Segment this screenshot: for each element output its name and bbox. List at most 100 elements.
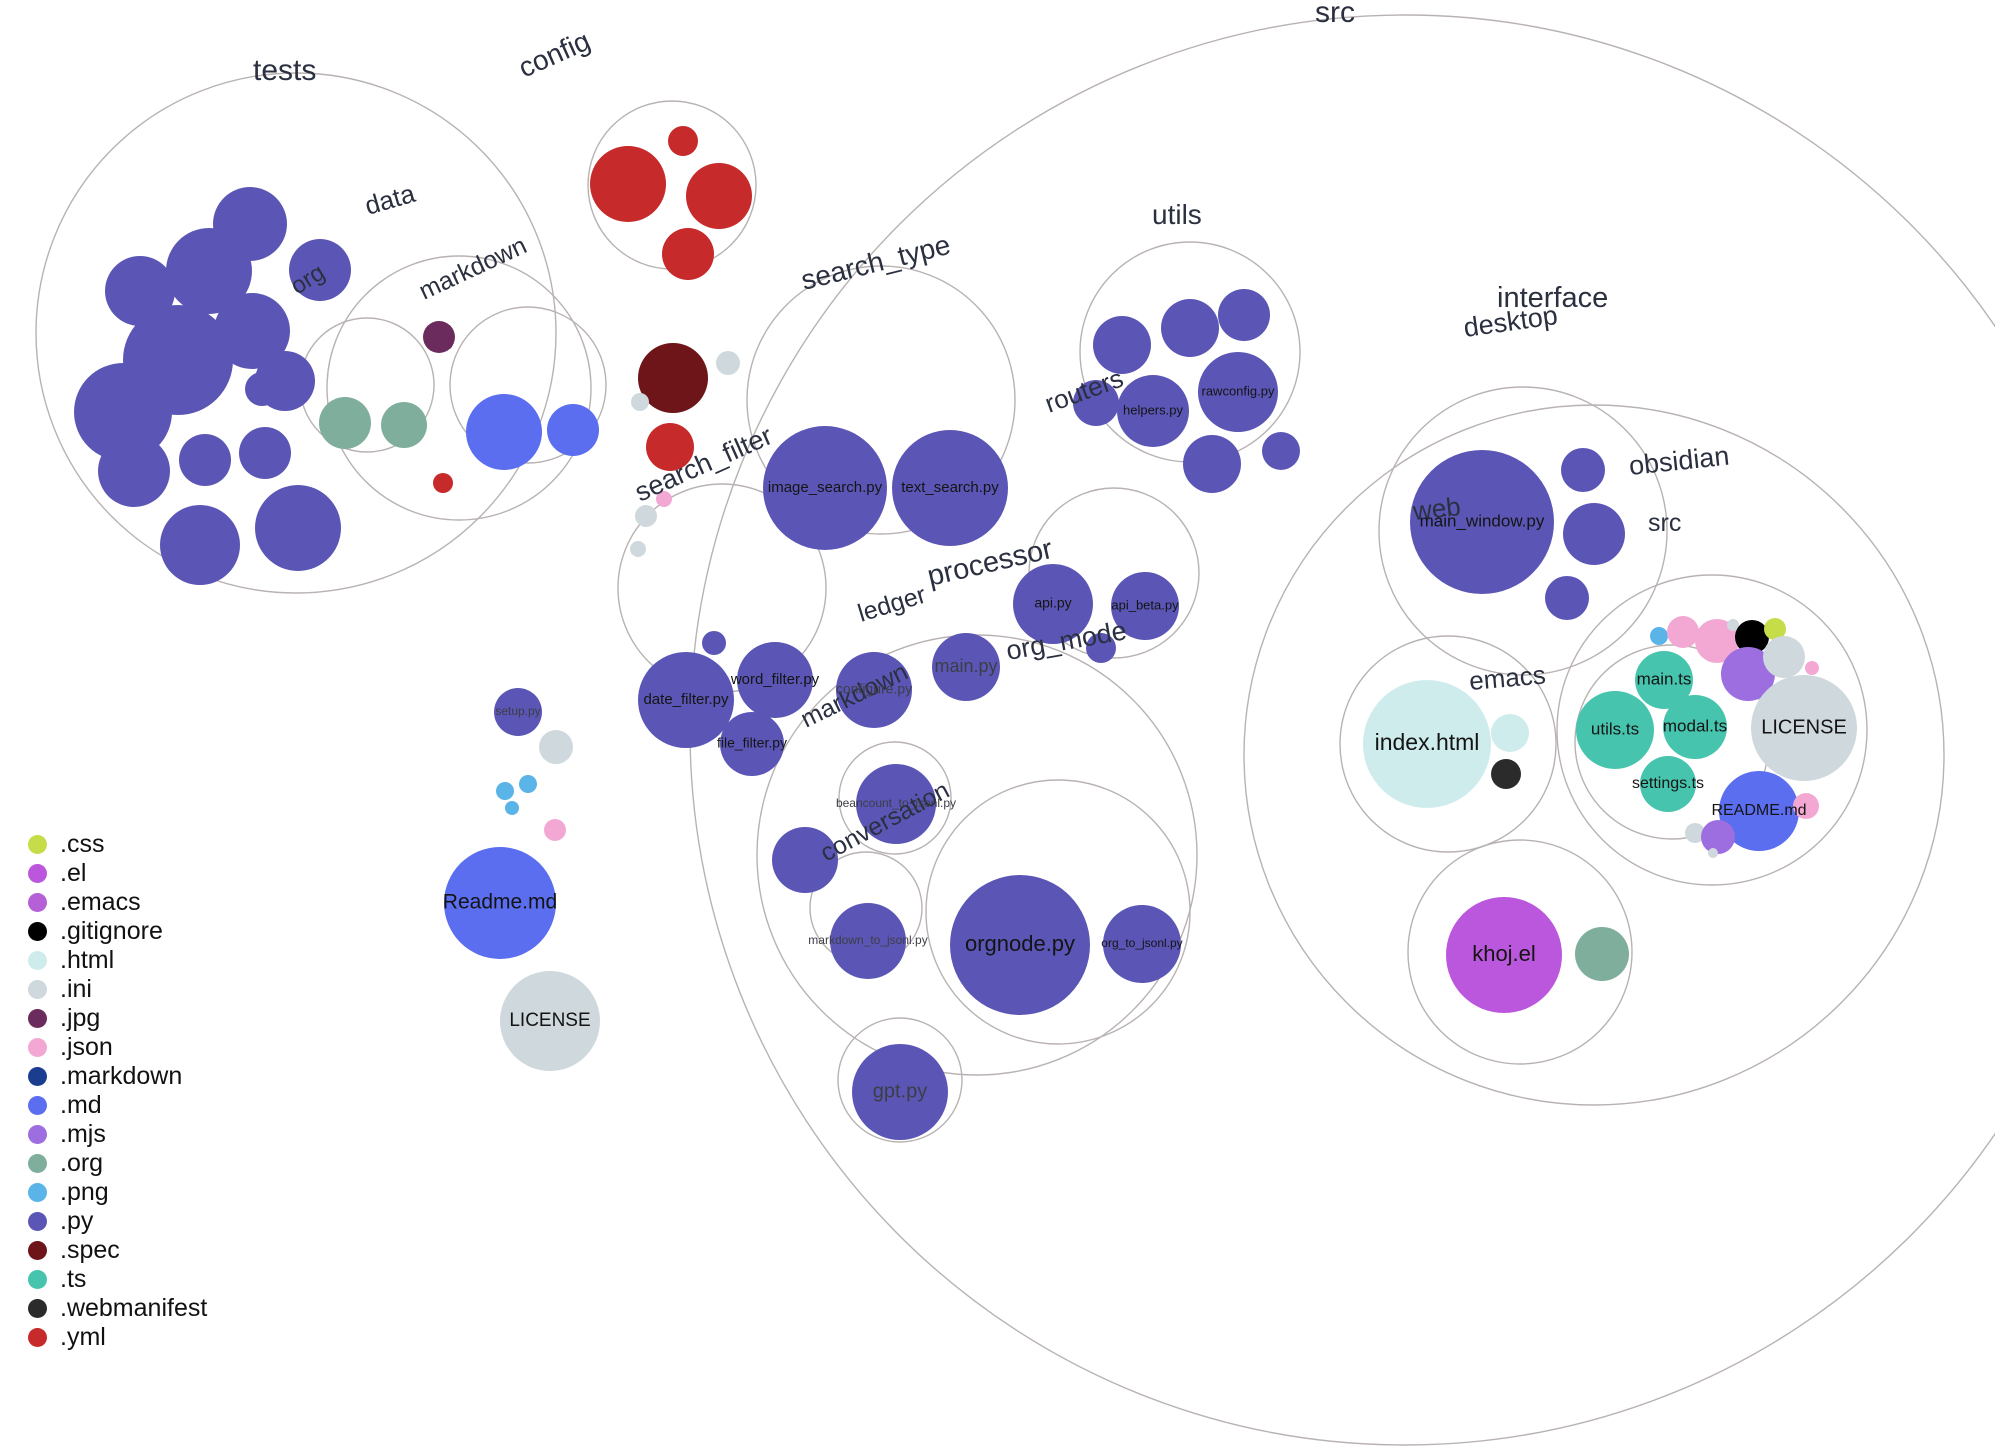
legend-row-mjs[interactable]: .mjs xyxy=(28,1120,207,1149)
group-circle-markdown[interactable] xyxy=(449,306,607,464)
leaf-circle-1[interactable] xyxy=(105,256,175,326)
leaf-circle-10[interactable] xyxy=(239,427,291,479)
leaf-circle-51[interactable] xyxy=(1218,289,1270,341)
leaf-circle-orgnode-py[interactable] xyxy=(950,875,1090,1015)
leaf-circle-setup-py[interactable] xyxy=(494,688,542,736)
legend-row-jpg[interactable]: .jpg xyxy=(28,1004,207,1033)
leaf-circle-67[interactable] xyxy=(1561,448,1605,492)
leaf-circle-rawconfig-py[interactable] xyxy=(1198,352,1278,432)
leaf-circle-LICENSE[interactable] xyxy=(500,971,600,1071)
leaf-circle-79[interactable] xyxy=(1735,620,1769,654)
leaf-circle-26[interactable] xyxy=(638,343,708,413)
group-circle-ledger[interactable] xyxy=(838,741,952,855)
leaf-circle-80[interactable] xyxy=(1764,618,1786,640)
legend-row-el[interactable]: .el xyxy=(28,859,207,888)
leaf-circle-72[interactable] xyxy=(1491,759,1521,789)
leaf-circle-4[interactable] xyxy=(214,293,290,369)
leaf-circle-18[interactable] xyxy=(381,402,427,448)
leaf-circle-19[interactable] xyxy=(433,473,453,493)
leaf-circle-27[interactable] xyxy=(716,351,740,375)
leaf-circle-settings-ts[interactable] xyxy=(1640,756,1696,812)
leaf-circle-word_filter-py[interactable] xyxy=(737,642,813,718)
legend-row-org[interactable]: .org xyxy=(28,1149,207,1178)
legend-row-css[interactable]: .css xyxy=(28,830,207,859)
leaf-circle-32[interactable] xyxy=(630,541,646,557)
legend-row-yml[interactable]: .yml xyxy=(28,1323,207,1352)
leaf-circle-6[interactable] xyxy=(289,239,351,301)
leaf-circle-92[interactable] xyxy=(1701,820,1735,854)
group-circle-tests[interactable] xyxy=(35,72,557,594)
leaf-circle-69[interactable] xyxy=(1545,576,1589,620)
group-circle-obsidian[interactable] xyxy=(1556,574,1868,886)
legend-row-png[interactable]: .png xyxy=(28,1178,207,1207)
leaf-circle-markdown_to_jsonl-py[interactable] xyxy=(830,903,906,979)
leaf-circle-44[interactable] xyxy=(544,819,566,841)
leaf-circle-91[interactable] xyxy=(1685,823,1705,843)
leaf-circle-81[interactable] xyxy=(1721,647,1775,701)
leaf-circle-main-py[interactable] xyxy=(932,633,1000,701)
leaf-circle-56[interactable] xyxy=(1262,432,1300,470)
leaf-circle-50[interactable] xyxy=(1093,316,1151,374)
legend-row-json[interactable]: .json xyxy=(28,1033,207,1062)
leaf-circle-text_search-py[interactable] xyxy=(892,430,1008,546)
leaf-circle-9[interactable] xyxy=(179,434,231,486)
leaf-circle-file_filter-py[interactable] xyxy=(720,712,784,776)
legend-row-md[interactable]: .md xyxy=(28,1091,207,1120)
leaf-circle-83[interactable] xyxy=(1805,661,1819,675)
leaf-circle-image_search-py[interactable] xyxy=(763,426,887,550)
leaf-circle-52[interactable] xyxy=(1073,380,1119,426)
legend-row-html[interactable]: .html xyxy=(28,946,207,975)
leaf-circle-date_filter-py[interactable] xyxy=(638,652,734,748)
leaf-circle-40[interactable] xyxy=(539,730,573,764)
leaf-circle-khoj-el[interactable] xyxy=(1446,897,1562,1013)
leaf-circle-30[interactable] xyxy=(656,491,672,507)
leaf-circle-71[interactable] xyxy=(1491,714,1529,752)
leaf-circle-90[interactable] xyxy=(1793,793,1819,819)
leaf-circle-org_to_jsonl-py[interactable] xyxy=(1103,905,1181,983)
leaf-circle-93[interactable] xyxy=(1708,848,1718,858)
legend-row-webmanifest[interactable]: .webmanifest xyxy=(28,1294,207,1323)
leaf-circle-55[interactable] xyxy=(1183,435,1241,493)
leaf-circle-31[interactable] xyxy=(635,505,657,527)
leaf-circle-api_beta-py[interactable] xyxy=(1111,572,1179,640)
leaf-circle-17[interactable] xyxy=(319,397,371,449)
leaf-circle-16[interactable] xyxy=(436,336,450,350)
legend-row-py[interactable]: .py xyxy=(28,1207,207,1236)
leaf-circle-38[interactable] xyxy=(702,631,726,655)
legend-row-spec[interactable]: .spec xyxy=(28,1236,207,1265)
leaf-circle-28[interactable] xyxy=(631,393,649,411)
leaf-circle-77[interactable] xyxy=(1695,619,1739,663)
leaf-circle-main_window-py[interactable] xyxy=(1410,450,1554,594)
leaf-circle-22[interactable] xyxy=(590,146,666,222)
group-circle-org_mode[interactable] xyxy=(925,779,1191,1045)
leaf-circle-29[interactable] xyxy=(646,423,694,471)
leaf-circle-82[interactable] xyxy=(1763,636,1805,678)
leaf-circle-12[interactable] xyxy=(255,485,341,571)
leaf-circle-modal-ts[interactable] xyxy=(1663,695,1727,759)
leaf-circle-43[interactable] xyxy=(505,801,519,815)
leaf-circle-5[interactable] xyxy=(213,187,287,261)
group-circle-data[interactable] xyxy=(326,255,592,521)
leaf-circle-41[interactable] xyxy=(496,782,514,800)
leaf-circle-21[interactable] xyxy=(547,404,599,456)
leaf-circle-59[interactable] xyxy=(1086,633,1116,663)
leaf-circle-61[interactable] xyxy=(772,827,838,893)
leaf-circle-beancount_to_jsonl-py[interactable] xyxy=(856,764,936,844)
leaf-circle-68[interactable] xyxy=(1563,503,1625,565)
legend-row-ini[interactable]: .ini xyxy=(28,975,207,1004)
leaf-circle-24[interactable] xyxy=(668,126,698,156)
legend-row-ts[interactable]: .ts xyxy=(28,1265,207,1294)
leaf-circle-3[interactable] xyxy=(123,305,233,415)
leaf-circle-42[interactable] xyxy=(519,775,537,793)
leaf-circle-23[interactable] xyxy=(686,163,752,229)
leaf-circle-25[interactable] xyxy=(662,228,714,280)
leaf-circle-8[interactable] xyxy=(98,435,170,507)
leaf-circle-index-html[interactable] xyxy=(1363,680,1491,808)
leaf-circle-LICENSE[interactable] xyxy=(1751,675,1857,781)
leaf-circle-Readme-md[interactable] xyxy=(444,847,556,959)
group-circle-web[interactable] xyxy=(1339,635,1557,853)
legend-row-emacs[interactable]: .emacs xyxy=(28,888,207,917)
leaf-circle-13[interactable] xyxy=(245,372,279,406)
legend-row-gitignore[interactable]: .gitignore xyxy=(28,917,207,946)
leaf-circle-main-ts[interactable] xyxy=(1635,651,1693,709)
